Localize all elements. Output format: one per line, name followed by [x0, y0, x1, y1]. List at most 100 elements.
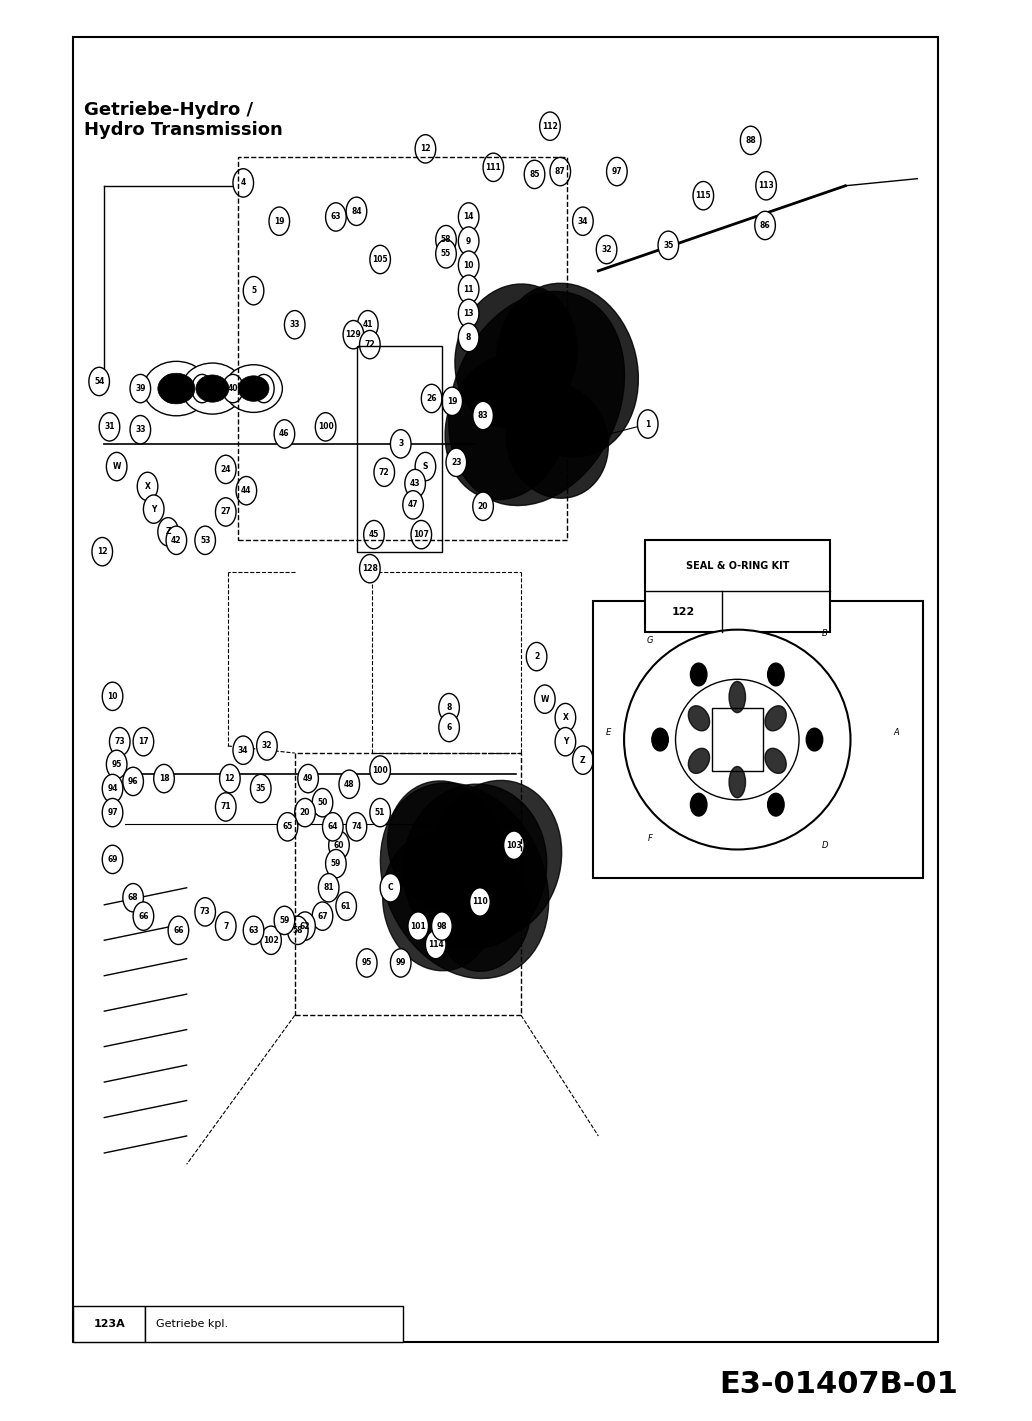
Text: 30: 30: [197, 384, 207, 394]
Text: 100: 100: [318, 422, 333, 432]
Circle shape: [439, 713, 459, 742]
Text: 65: 65: [283, 823, 293, 831]
Circle shape: [161, 374, 182, 402]
Circle shape: [99, 412, 120, 441]
Ellipse shape: [765, 706, 786, 730]
Circle shape: [236, 476, 257, 504]
Text: 122: 122: [672, 607, 696, 617]
Ellipse shape: [688, 706, 710, 730]
Text: 40: 40: [228, 384, 238, 394]
Text: 26: 26: [426, 394, 437, 404]
Ellipse shape: [729, 766, 745, 797]
Text: 33: 33: [289, 320, 300, 330]
Circle shape: [102, 799, 123, 827]
Text: 62: 62: [299, 922, 311, 931]
Text: 85: 85: [529, 171, 540, 179]
Text: 99: 99: [395, 958, 406, 968]
Circle shape: [323, 813, 343, 841]
Circle shape: [363, 520, 384, 549]
Text: 32: 32: [262, 742, 272, 750]
Circle shape: [374, 458, 394, 486]
Circle shape: [102, 774, 123, 803]
Circle shape: [446, 448, 466, 476]
Text: 81: 81: [323, 884, 334, 892]
Ellipse shape: [381, 783, 549, 979]
Ellipse shape: [196, 375, 229, 402]
Text: 8: 8: [466, 333, 472, 342]
Circle shape: [431, 912, 452, 941]
Circle shape: [359, 554, 380, 583]
Text: 72: 72: [364, 340, 376, 350]
Circle shape: [251, 774, 271, 803]
Circle shape: [216, 455, 236, 483]
Text: Y: Y: [562, 737, 568, 746]
Text: 61: 61: [341, 902, 352, 911]
Text: W: W: [541, 695, 549, 703]
Circle shape: [158, 517, 179, 546]
Circle shape: [402, 490, 423, 519]
Ellipse shape: [765, 749, 786, 773]
Circle shape: [261, 926, 282, 955]
Text: 58: 58: [292, 926, 303, 935]
Circle shape: [223, 374, 244, 402]
Text: 50: 50: [317, 799, 328, 807]
Circle shape: [220, 764, 240, 793]
Circle shape: [130, 415, 151, 443]
Circle shape: [89, 367, 109, 395]
Text: 73: 73: [200, 908, 211, 917]
Text: 17: 17: [138, 737, 149, 746]
Text: 8: 8: [447, 703, 452, 712]
Circle shape: [415, 135, 436, 163]
Circle shape: [425, 931, 446, 959]
Circle shape: [470, 888, 490, 917]
Ellipse shape: [440, 861, 530, 972]
Text: 20: 20: [478, 502, 488, 510]
Circle shape: [458, 227, 479, 256]
Text: 24: 24: [221, 465, 231, 473]
Ellipse shape: [449, 291, 624, 506]
Ellipse shape: [388, 782, 501, 909]
Text: 64: 64: [327, 823, 338, 831]
Text: 83: 83: [478, 411, 488, 421]
Circle shape: [415, 452, 436, 480]
Text: 31: 31: [104, 422, 115, 432]
Circle shape: [123, 884, 143, 912]
Text: E3-01407B-01: E3-01407B-01: [719, 1370, 959, 1398]
Circle shape: [740, 126, 761, 155]
Circle shape: [298, 764, 319, 793]
Bar: [295, 753, 521, 1016]
Ellipse shape: [158, 374, 195, 404]
Circle shape: [216, 912, 236, 941]
Text: 71: 71: [221, 803, 231, 811]
Circle shape: [526, 642, 547, 671]
Circle shape: [102, 682, 123, 710]
Circle shape: [658, 232, 679, 260]
Circle shape: [369, 799, 390, 827]
Circle shape: [458, 252, 479, 280]
Circle shape: [755, 172, 776, 200]
Circle shape: [596, 236, 617, 264]
Bar: [73, 1306, 146, 1341]
Text: 5: 5: [251, 286, 256, 296]
Circle shape: [244, 277, 264, 306]
Text: 98: 98: [437, 922, 447, 931]
Text: X: X: [562, 713, 569, 722]
Bar: [593, 601, 923, 878]
Circle shape: [555, 728, 576, 756]
Circle shape: [92, 537, 112, 566]
Circle shape: [102, 845, 123, 874]
Text: 67: 67: [317, 912, 328, 921]
Circle shape: [133, 902, 154, 931]
Circle shape: [458, 300, 479, 328]
Text: 47: 47: [408, 500, 418, 509]
Text: 115: 115: [696, 192, 711, 200]
Circle shape: [325, 850, 346, 878]
Ellipse shape: [688, 749, 710, 773]
Ellipse shape: [238, 375, 269, 401]
Text: 97: 97: [107, 809, 118, 817]
Text: 43: 43: [410, 479, 420, 487]
Circle shape: [442, 387, 462, 415]
Circle shape: [690, 793, 707, 816]
Text: 53: 53: [200, 536, 211, 544]
Text: 35: 35: [664, 240, 674, 250]
